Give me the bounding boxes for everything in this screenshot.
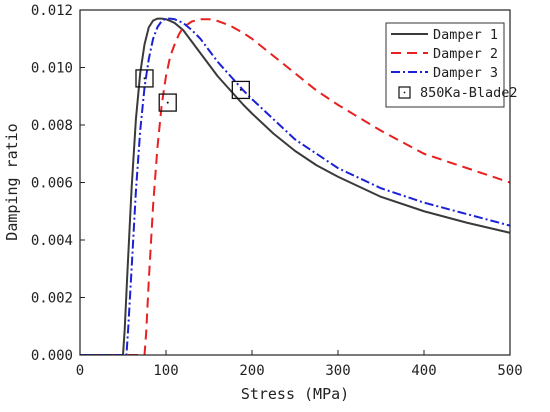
series-line-damper-2 xyxy=(80,18,510,355)
y-tick-label: 0.004 xyxy=(31,233,73,249)
legend-label-damper-1: Damper 1 xyxy=(433,27,498,43)
data-marker xyxy=(158,93,177,112)
series-line-damper-1 xyxy=(80,17,510,355)
y-tick-label: 0.010 xyxy=(31,61,73,77)
x-tick-label: 400 xyxy=(411,363,436,379)
legend-label-markers: 850Ka-Blade2 xyxy=(420,85,518,101)
x-tick-label: 200 xyxy=(239,363,264,379)
x-tick-label: 0 xyxy=(76,363,84,379)
legend-box xyxy=(385,22,505,108)
y-axis-ticks: 0.000 0.002 0.004 0.006 0.008 0.010 0.012 xyxy=(31,3,85,364)
legend-marker-dot xyxy=(403,91,406,94)
legend-label-damper-2: Damper 2 xyxy=(433,46,498,62)
x-axis-title: Stress (MPa) xyxy=(241,385,349,403)
y-axis-title: Damping ratio xyxy=(3,123,21,240)
x-tick-label: 300 xyxy=(325,363,350,379)
data-marker xyxy=(135,69,154,88)
x-tick-label: 500 xyxy=(497,363,522,379)
y-tick-label: 0.008 xyxy=(31,118,73,134)
data-marker-dot xyxy=(143,77,146,80)
legend-label-damper-3: Damper 3 xyxy=(433,65,498,81)
data-marker-dot xyxy=(239,88,242,91)
series-layer xyxy=(80,17,510,355)
y-tick-label: 0.002 xyxy=(31,291,73,307)
y-tick-label: 0.012 xyxy=(31,3,73,19)
x-axis-ticks: 0 100 200 300 400 500 xyxy=(76,350,523,379)
x-tick-label: 100 xyxy=(153,363,178,379)
legend-marker-symbol xyxy=(398,86,411,99)
legend: Damper 1 Damper 2 Damper 3 850Ka-Blade2 xyxy=(385,22,518,108)
data-marker xyxy=(231,80,250,100)
marker-layer xyxy=(135,69,250,112)
series-line-damper-3 xyxy=(80,17,510,355)
data-marker-dot xyxy=(166,101,169,104)
y-tick-label: 0.000 xyxy=(31,348,73,364)
y-tick-label: 0.006 xyxy=(31,176,73,192)
